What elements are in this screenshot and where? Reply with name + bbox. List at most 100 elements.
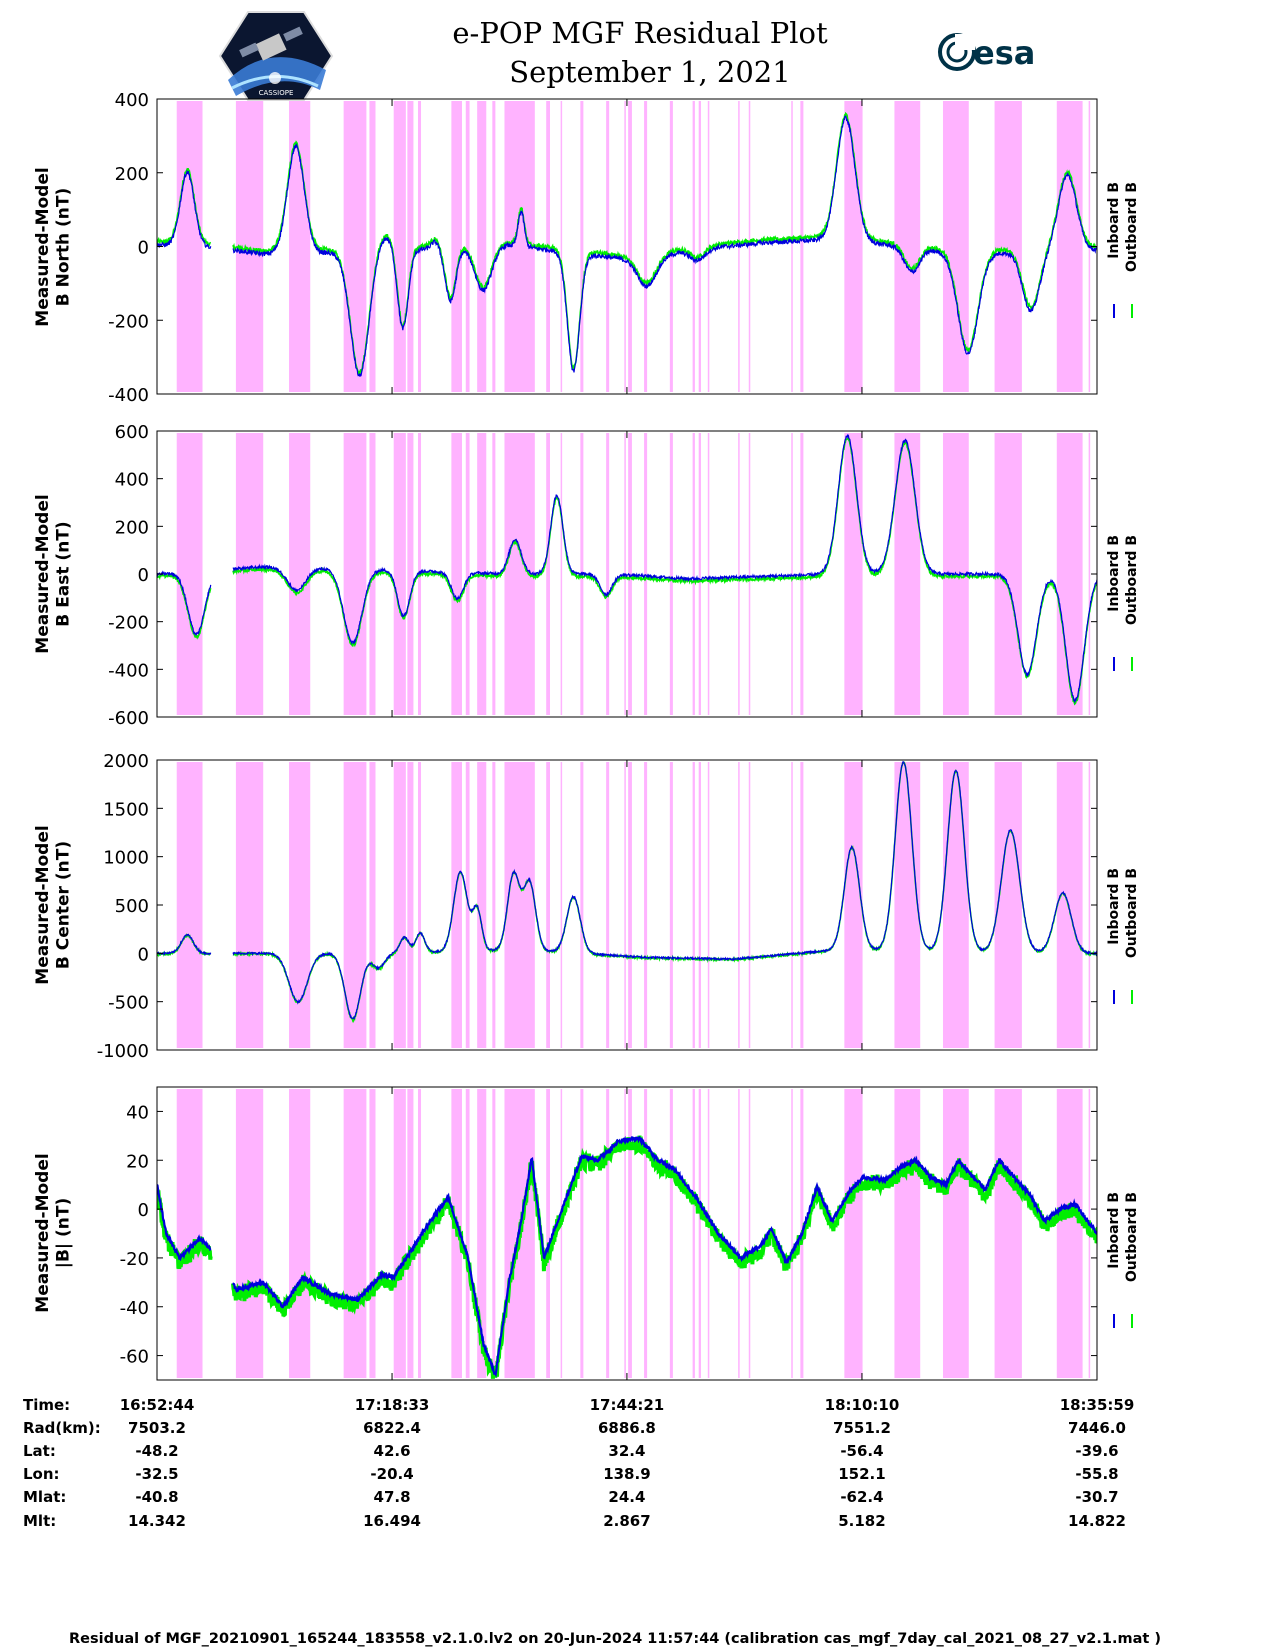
panel-east: 600 400 200 0 -200 -400 -600 Measured-ModelB Ea… — [33, 422, 1140, 729]
shaded-interval — [738, 762, 740, 1048]
y-tick-label: -200 — [108, 613, 149, 634]
info-cell: 47.8 — [374, 1488, 411, 1506]
shaded-interval — [748, 101, 751, 392]
shaded-interval — [844, 762, 863, 1048]
shaded-interval — [451, 433, 462, 715]
y-tick-label: 1000 — [103, 848, 149, 869]
footer-filename: Residual of MGF_20210901_165244_183558_v… — [69, 1631, 1161, 1647]
shaded-interval — [289, 762, 311, 1048]
legend-outboard-label: Outboard B — [1124, 868, 1140, 958]
shaded-interval — [393, 101, 406, 392]
shaded-interval — [560, 433, 563, 715]
shaded-interval — [669, 101, 673, 392]
shaded-interval — [343, 101, 367, 392]
info-cell: 7446.0 — [1068, 1419, 1126, 1437]
y-tick-label: -200 — [108, 311, 149, 332]
shaded-interval — [477, 762, 487, 1048]
shaded-interval — [343, 762, 367, 1048]
shaded-interval — [393, 1089, 406, 1378]
cassiope-logo-text: CASSIOPE — [259, 89, 294, 97]
shaded-interval — [624, 762, 626, 1048]
shaded-interval — [800, 101, 804, 392]
shaded-interval — [580, 101, 584, 392]
shaded-interval — [369, 1089, 376, 1378]
shaded-interval — [235, 762, 264, 1048]
shaded-interval — [417, 1089, 422, 1378]
series-inboard-line — [157, 1135, 1097, 1378]
shaded-interval — [692, 762, 695, 1048]
series-inboard-line — [157, 433, 1097, 704]
esa-logo-text: esa — [973, 34, 1035, 72]
info-cell: 18:35:59 — [1060, 1396, 1135, 1414]
info-cell: -40.8 — [135, 1488, 178, 1506]
series-inboard-line — [157, 760, 1097, 1020]
shaded-interval — [669, 433, 673, 715]
shaded-interval — [407, 433, 414, 715]
panel-total: 40 20 0 -20 -40 -60 Measured-Model|B| (nT) Inbo… — [33, 1086, 1140, 1381]
y-tick-label: 200 — [115, 517, 149, 538]
shaded-interval — [791, 762, 793, 1048]
shaded-interval — [628, 1089, 632, 1378]
shaded-interval — [560, 101, 563, 392]
shaded-interval — [994, 101, 1022, 392]
y-tick-label: 1500 — [103, 799, 149, 820]
y-tick-label: -20 — [120, 1249, 149, 1270]
info-cell: 138.9 — [603, 1465, 650, 1483]
shaded-interval — [407, 1089, 414, 1378]
info-cell: 24.4 — [608, 1488, 645, 1506]
shaded-interval — [560, 762, 563, 1048]
shaded-interval — [407, 762, 414, 1048]
y-tick-label: 200 — [115, 164, 149, 185]
shaded-interval — [465, 1089, 470, 1378]
legend-inboard-label: Inboard B — [1106, 535, 1122, 612]
y-tick-label: 600 — [115, 422, 149, 443]
y-tick-label: -1000 — [97, 1041, 149, 1062]
shaded-interval — [669, 762, 673, 1048]
shaded-interval — [738, 1089, 740, 1378]
shaded-interval — [628, 762, 632, 1048]
series-group — [157, 760, 1097, 1024]
info-cell: 14.822 — [1068, 1512, 1126, 1530]
esa-logo: esa — [938, 33, 1035, 72]
shaded-interval — [894, 1089, 921, 1378]
info-cell: 14.342 — [128, 1512, 186, 1530]
shaded-interval — [492, 101, 496, 392]
cassiope-logo: CASSIOPE — [218, 11, 334, 101]
y-tick-label: -400 — [108, 660, 149, 681]
shaded-interval — [477, 101, 487, 392]
y-axis-label-line: Measured-Model — [33, 494, 53, 653]
shaded-interval — [791, 433, 793, 715]
shaded-interval — [289, 433, 311, 715]
shaded-interval — [791, 101, 793, 392]
shaded-interval — [606, 101, 610, 392]
legend-inboard-label: Inboard B — [1106, 868, 1122, 945]
info-cell: 42.6 — [374, 1442, 411, 1460]
shaded-interval — [942, 1089, 969, 1378]
plot-date: September 1, 2021 — [509, 55, 790, 89]
shaded-interval — [669, 1089, 673, 1378]
shaded-interval — [698, 433, 701, 715]
legend-outboard-label: Outboard B — [1124, 1192, 1140, 1282]
y-axis-label-line: B Center (nT) — [53, 841, 73, 969]
shaded-interval — [644, 762, 648, 1048]
info-row-label: Lon: — [23, 1465, 60, 1483]
shaded-interval — [698, 1089, 701, 1378]
plot-title: e-POP MGF Residual Plot — [452, 16, 828, 50]
series-group — [157, 111, 1097, 377]
y-axis-label-line: Measured-Model — [33, 167, 53, 326]
shaded-interval — [692, 433, 695, 715]
shaded-interval — [580, 1089, 584, 1378]
shaded-interval — [942, 762, 969, 1048]
series-group — [157, 1135, 1097, 1379]
info-cell: -39.6 — [1075, 1442, 1118, 1460]
y-tick-label: 20 — [126, 1151, 149, 1172]
y-tick-label: -600 — [108, 708, 149, 729]
y-tick-label: -60 — [120, 1347, 149, 1368]
info-cell: 17:44:21 — [590, 1396, 665, 1414]
y-tick-label: -40 — [120, 1298, 149, 1319]
shaded-interval — [176, 1089, 203, 1378]
info-cell: 16.494 — [363, 1512, 421, 1530]
legend-inboard-label: Inboard B — [1106, 182, 1122, 259]
legend-inboard-label: Inboard B — [1106, 1192, 1122, 1269]
